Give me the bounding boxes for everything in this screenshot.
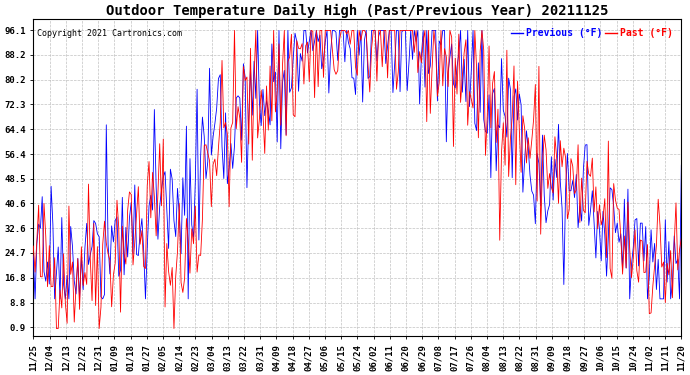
Title: Outdoor Temperature Daily High (Past/Previous Year) 20211125: Outdoor Temperature Daily High (Past/Pre…: [106, 4, 609, 18]
Text: Copyright 2021 Cartronics.com: Copyright 2021 Cartronics.com: [37, 29, 181, 38]
Legend: Previous (°F), Past (°F): Previous (°F), Past (°F): [507, 24, 676, 42]
